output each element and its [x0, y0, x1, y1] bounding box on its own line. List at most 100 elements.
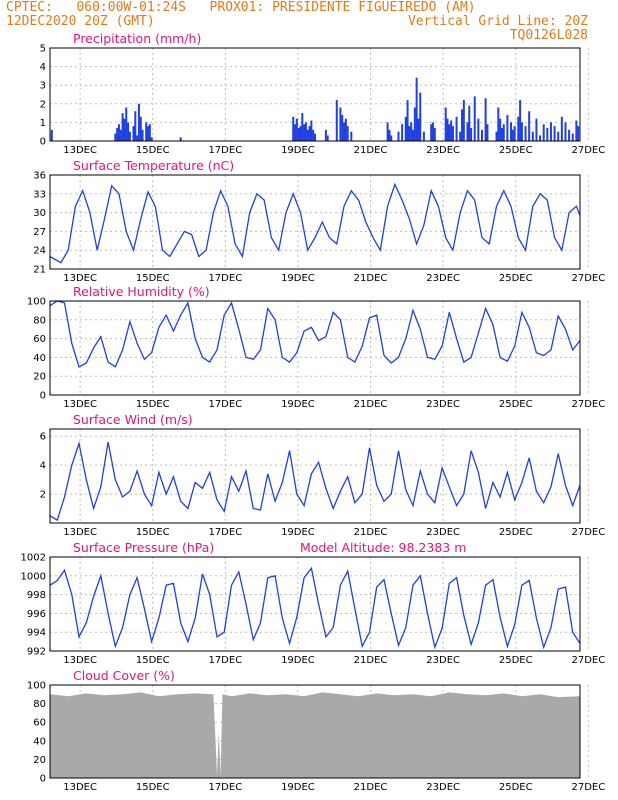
precip-bar: [117, 124, 120, 141]
precip-bar: [116, 127, 119, 141]
x-tick-label: 21DEC: [354, 527, 388, 538]
precip-bar: [386, 122, 389, 141]
precip-bar: [119, 129, 122, 141]
y-tick-label: 60: [33, 334, 46, 345]
y-tick-label: 80: [33, 699, 46, 710]
precip-bar: [497, 107, 500, 141]
press-panel: Surface Pressure (hPa) Model Altitude: 98…: [21, 540, 606, 666]
precip-bar: [542, 124, 545, 141]
x-tick-label: 19DEC: [281, 782, 315, 793]
precip-bar: [148, 124, 151, 141]
precip-bar: [511, 129, 514, 141]
y-tick-label: 80: [33, 315, 46, 326]
precip-bar: [444, 107, 447, 141]
precip-bar: [549, 122, 552, 141]
precip-bar: [415, 77, 418, 141]
wind-title: Surface Wind (m/s): [73, 412, 193, 427]
precip-bar: [350, 131, 353, 141]
x-tick-label: 15DEC: [136, 145, 170, 156]
precip-bar: [297, 127, 300, 141]
x-tick-label: 13DEC: [63, 399, 97, 410]
rh-line: [49, 300, 581, 368]
cloud-area: [50, 692, 580, 778]
header-model-code: TQ0126L028: [509, 28, 588, 43]
rh-panel: Relative Humidity (%) 0 20 40 60 80 100 13DEC 15…: [27, 284, 605, 410]
x-tick-label: 21DEC: [354, 273, 388, 284]
precip-bar: [535, 118, 538, 141]
temp-panel: Surface Temperature (nC) 21 24 27 30 33 36 13DE…: [33, 158, 605, 284]
precip-bar: [410, 122, 413, 141]
precip-bar: [303, 124, 306, 141]
precip-bar: [294, 124, 297, 141]
precip-bar: [344, 118, 347, 141]
precip-bar: [459, 131, 462, 141]
precip-bar: [531, 131, 534, 141]
y-tick-label: 60: [33, 718, 46, 729]
y-tick-label: 100: [27, 297, 46, 308]
precip-bar: [524, 126, 527, 141]
precip-bar: [390, 135, 393, 141]
precip-bar: [343, 122, 346, 141]
precip-bar: [502, 124, 505, 141]
precip-bar: [446, 118, 449, 141]
x-tick-label: 21DEC: [354, 655, 388, 666]
y-tick-label: 4: [40, 461, 46, 472]
precip-bar: [308, 126, 311, 141]
y-tick-label: 1000: [21, 571, 46, 582]
precip-bar: [292, 116, 295, 141]
wind-line: [49, 440, 581, 522]
precip-bar: [417, 118, 420, 141]
y-tick-label: 20: [33, 372, 46, 383]
y-tick-label: 30: [33, 208, 46, 219]
x-tick-label: 23DEC: [426, 145, 460, 156]
precip-bar: [553, 126, 556, 141]
wind-frame: [49, 428, 581, 524]
x-tick-label: 13DEC: [63, 655, 97, 666]
precip-bar: [139, 116, 142, 141]
x-tick-label: 15DEC: [136, 399, 170, 410]
precip-bar: [397, 131, 400, 141]
precip-bar: [123, 118, 126, 141]
precip-bar: [408, 126, 411, 141]
precip-bar: [546, 127, 549, 141]
y-tick-label: 3: [40, 81, 46, 92]
y-tick-label: 994: [27, 628, 46, 639]
precip-bar: [461, 109, 464, 141]
y-tick-label: 0: [40, 774, 46, 785]
x-tick-label: 27DEC: [571, 527, 605, 538]
x-tick-label: 19DEC: [281, 655, 315, 666]
x-tick-label: 25DEC: [499, 527, 533, 538]
precip-bar: [145, 122, 148, 141]
header-date: 12DEC2020 20Z (GMT): [6, 14, 155, 29]
precip-bar: [295, 118, 298, 141]
y-tick-label: 40: [33, 353, 46, 364]
y-tick-label: 40: [33, 736, 46, 747]
precip-bar: [433, 127, 436, 141]
y-tick-label: 998: [27, 590, 46, 601]
precip-bar: [388, 129, 391, 141]
press-title: Surface Pressure (hPa): [73, 540, 214, 555]
x-tick-label: 23DEC: [426, 655, 460, 666]
precip-bar: [128, 131, 131, 141]
x-tick-label: 23DEC: [426, 273, 460, 284]
header-grid-line: Vertical Grid Line: 20Z: [407, 14, 588, 29]
cloud-title: Cloud Cover (%): [73, 668, 175, 683]
precip-bar: [132, 126, 135, 141]
cloud-frame: [49, 684, 581, 779]
header-line-1: CPTEC: 060:00W-01:24S PROX01: PRESIDENTE…: [6, 0, 476, 15]
x-tick-label: 27DEC: [571, 782, 605, 793]
y-tick-label: 0: [40, 391, 46, 402]
precip-bar: [141, 129, 144, 141]
precip-bar: [431, 122, 434, 141]
precip-bar: [134, 111, 137, 141]
x-tick-label: 23DEC: [426, 782, 460, 793]
precip-bar: [466, 122, 469, 141]
x-tick-label: 27DEC: [571, 273, 605, 284]
precip-bar: [468, 105, 471, 141]
precip-bar: [422, 131, 425, 141]
precip-bar: [571, 133, 574, 141]
precip-bar: [179, 137, 182, 141]
precip-bar: [455, 116, 458, 141]
precip-bar: [564, 122, 567, 141]
y-tick-label: 24: [33, 246, 46, 257]
